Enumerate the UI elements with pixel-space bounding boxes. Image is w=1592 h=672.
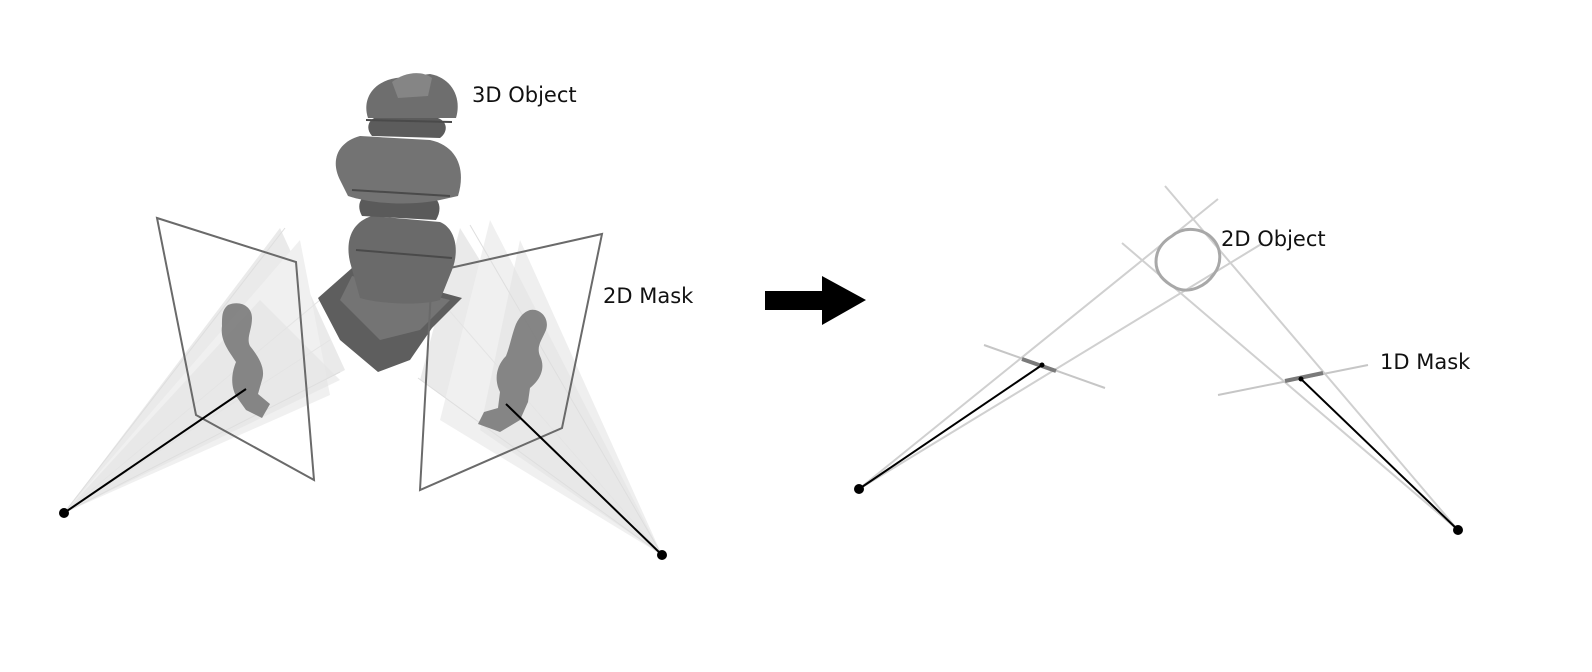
left-2d-mask xyxy=(221,303,270,418)
right-2d-camera-center xyxy=(1453,525,1463,535)
panel-3d: 3D Object 2D Mask xyxy=(59,73,694,560)
light-rays xyxy=(858,185,1459,531)
left-2d-camera-center xyxy=(854,484,864,494)
left-camera-center xyxy=(59,508,69,518)
label-2d-mask: 2D Mask xyxy=(603,284,694,308)
left-camera-ray xyxy=(63,388,247,514)
right-2d-camera-ray xyxy=(1300,378,1459,531)
left-image-plane xyxy=(155,216,316,482)
right-ray-end-dot xyxy=(1298,376,1304,382)
right-camera-ray xyxy=(505,403,663,556)
left-camera-cone xyxy=(63,227,345,514)
left-ray-end-dot xyxy=(1039,362,1045,368)
label-1d-mask: 1D Mask xyxy=(1380,350,1471,374)
2d-object-outline xyxy=(1154,228,1222,292)
label-3d-object: 3D Object xyxy=(472,83,577,107)
3d-object xyxy=(318,73,462,372)
right-image-plane xyxy=(418,232,604,492)
right-2d-mask xyxy=(478,309,547,432)
right-1d-mask-segment xyxy=(1284,371,1324,383)
panel-2d: 2D Object 1D Mask xyxy=(854,185,1471,535)
left-1d-mask-segment xyxy=(1021,357,1057,373)
left-2d-camera-ray xyxy=(858,364,1043,490)
right-camera-center xyxy=(657,550,667,560)
right-arrow-icon xyxy=(765,276,866,325)
right-camera-cone xyxy=(417,220,663,556)
label-2d-object: 2D Object xyxy=(1221,227,1326,251)
